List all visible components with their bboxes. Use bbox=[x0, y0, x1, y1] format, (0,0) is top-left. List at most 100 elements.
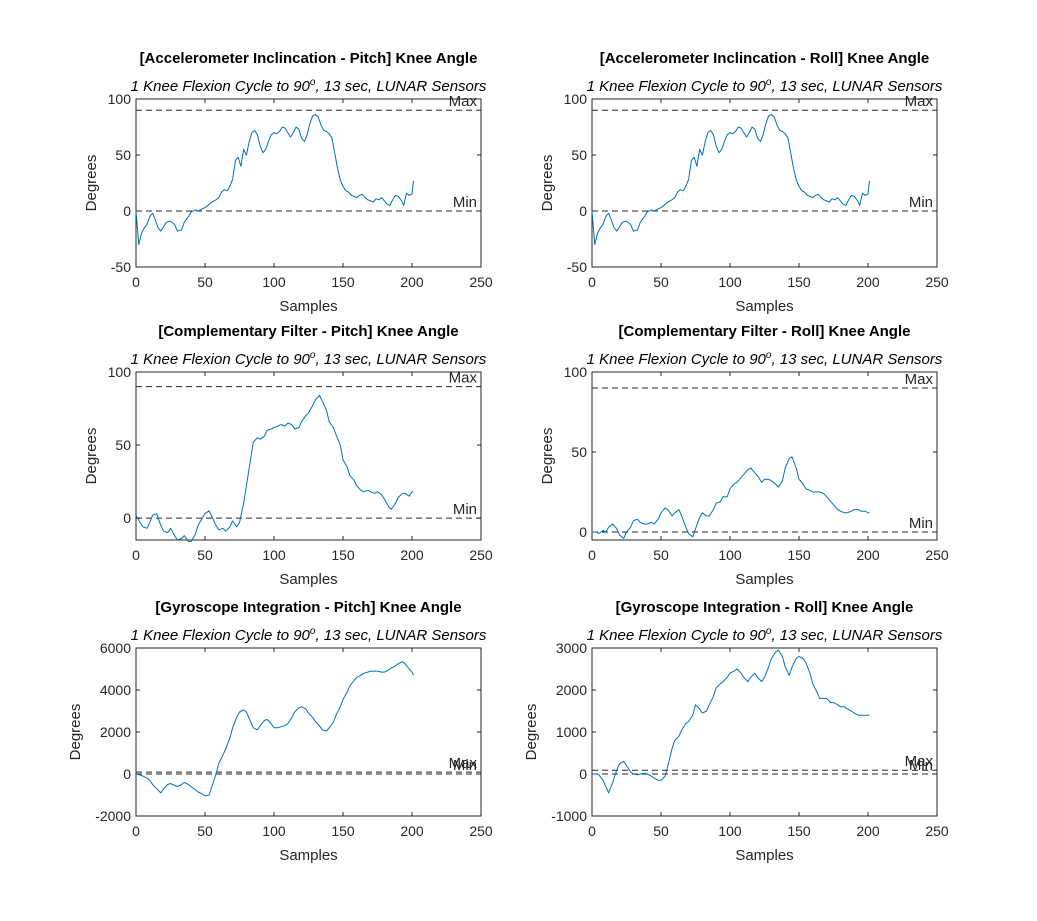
ref-line-label-min: Min bbox=[909, 515, 933, 532]
x-tick-label: 0 bbox=[588, 823, 596, 839]
chart-panel-6: [Gyroscope Integration - Roll] Knee Angl… bbox=[523, 599, 949, 864]
x-tick-label: 200 bbox=[856, 823, 880, 839]
chart-title: [Complementary Filter - Roll] Knee Angle bbox=[619, 323, 911, 340]
x-axis-label: Samples bbox=[735, 847, 793, 864]
x-tick-label: 100 bbox=[718, 823, 742, 839]
y-axis-label: Degrees bbox=[523, 704, 540, 761]
ref-line-label-max: Max bbox=[905, 753, 934, 770]
chart-title: [Gyroscope Integration - Pitch] Knee Ang… bbox=[155, 599, 461, 616]
data-series-line bbox=[592, 456, 870, 539]
axes-box bbox=[591, 371, 938, 541]
x-tick-label: 100 bbox=[262, 274, 286, 290]
x-tick-label: 100 bbox=[262, 823, 286, 839]
y-tick-label: 100 bbox=[108, 364, 132, 380]
y-tick-label: 50 bbox=[115, 147, 131, 163]
x-tick-label: 250 bbox=[469, 547, 493, 563]
axes-box bbox=[591, 647, 938, 817]
x-tick-label: 50 bbox=[197, 823, 213, 839]
x-tick-label: 0 bbox=[132, 823, 140, 839]
y-tick-label: 100 bbox=[564, 364, 588, 380]
x-tick-label: 150 bbox=[787, 274, 811, 290]
data-series-line bbox=[591, 114, 870, 246]
y-tick-label: 2000 bbox=[556, 682, 587, 698]
chart-panel-5: [Gyroscope Integration - Pitch] Knee Ang… bbox=[67, 599, 493, 864]
subtitle-tail: , 13 sec, LUNAR Sensors bbox=[771, 78, 942, 95]
subtitle-tail: , 13 sec, LUNAR Sensors bbox=[315, 627, 486, 644]
subtitle-superscript: o bbox=[310, 77, 316, 88]
x-axis-label: Samples bbox=[735, 571, 793, 588]
chart-title: [Complementary Filter - Pitch] Knee Angl… bbox=[158, 323, 458, 340]
chart-panel-3: [Complementary Filter - Pitch] Knee Angl… bbox=[83, 323, 493, 588]
chart-title: [Accelerometer Inclincation - Roll] Knee… bbox=[600, 50, 930, 67]
y-tick-label: 0 bbox=[123, 510, 131, 526]
ref-line-label-min: Min bbox=[909, 757, 933, 774]
subtitle-superscript: o bbox=[766, 626, 772, 637]
x-tick-label: 50 bbox=[197, 547, 213, 563]
subtitle-tail: , 13 sec, LUNAR Sensors bbox=[315, 78, 486, 95]
ref-line-label-min: Min bbox=[453, 501, 477, 518]
subtitle-superscript: o bbox=[766, 350, 772, 361]
y-tick-label: 4000 bbox=[100, 682, 131, 698]
x-tick-label: 0 bbox=[132, 547, 140, 563]
ref-line-label-min: Min bbox=[909, 194, 933, 211]
ref-line-label-min: Min bbox=[453, 757, 477, 774]
x-tick-label: 200 bbox=[856, 547, 880, 563]
data-series-line bbox=[592, 649, 870, 794]
y-tick-label: 100 bbox=[564, 91, 588, 107]
y-tick-label: 3000 bbox=[556, 640, 587, 656]
y-tick-label: 0 bbox=[123, 203, 131, 219]
axes-box bbox=[591, 98, 938, 268]
subtitle-base: 1 Knee Flexion Cycle to 90 bbox=[587, 351, 767, 368]
x-axis-label: Samples bbox=[279, 571, 337, 588]
subtitle-superscript: o bbox=[766, 77, 772, 88]
y-tick-label: 1000 bbox=[556, 724, 587, 740]
y-tick-label: 6000 bbox=[100, 640, 131, 656]
y-tick-label: -50 bbox=[111, 259, 131, 275]
data-series-line bbox=[135, 114, 414, 246]
x-tick-label: 100 bbox=[262, 547, 286, 563]
y-tick-label: 50 bbox=[571, 147, 587, 163]
x-tick-label: 200 bbox=[400, 547, 424, 563]
y-axis-label: Degrees bbox=[83, 155, 100, 212]
chart-subtitle: 1 Knee Flexion Cycle to 90o, 13 sec, LUN… bbox=[131, 350, 487, 368]
chart-subtitle: 1 Knee Flexion Cycle to 90o, 13 sec, LUN… bbox=[131, 77, 487, 95]
subtitle-tail: , 13 sec, LUNAR Sensors bbox=[771, 627, 942, 644]
ref-line-label-max: Max bbox=[905, 371, 934, 388]
axes-box bbox=[135, 98, 482, 268]
chart-subtitle: 1 Knee Flexion Cycle to 90o, 13 sec, LUN… bbox=[131, 626, 487, 644]
x-tick-label: 250 bbox=[925, 823, 949, 839]
y-tick-label: 2000 bbox=[100, 724, 131, 740]
x-axis-label: Samples bbox=[279, 298, 337, 315]
x-axis-label: Samples bbox=[735, 298, 793, 315]
x-tick-label: 50 bbox=[653, 547, 669, 563]
subtitle-base: 1 Knee Flexion Cycle to 90 bbox=[587, 78, 767, 95]
x-tick-label: 250 bbox=[469, 274, 493, 290]
y-tick-label: 0 bbox=[123, 766, 131, 782]
ref-line-label-max: Max bbox=[449, 755, 478, 772]
subtitle-tail: , 13 sec, LUNAR Sensors bbox=[315, 351, 486, 368]
y-tick-label: 100 bbox=[108, 91, 132, 107]
ref-line-label-max: Max bbox=[449, 93, 478, 110]
y-tick-label: -1000 bbox=[551, 808, 587, 824]
x-tick-label: 150 bbox=[331, 823, 355, 839]
x-tick-label: 50 bbox=[197, 274, 213, 290]
x-tick-label: 250 bbox=[469, 823, 493, 839]
ref-line-label-min: Min bbox=[453, 194, 477, 211]
y-tick-label: 50 bbox=[571, 444, 587, 460]
data-series-line bbox=[135, 661, 414, 797]
x-tick-label: 150 bbox=[331, 274, 355, 290]
y-tick-label: -50 bbox=[567, 259, 587, 275]
chart-panel-4: [Complementary Filter - Roll] Knee Angle… bbox=[539, 323, 949, 588]
x-tick-label: 0 bbox=[588, 274, 596, 290]
chart-panel-1: [Accelerometer Inclincation - Pitch] Kne… bbox=[83, 50, 493, 315]
x-tick-label: 100 bbox=[718, 547, 742, 563]
x-tick-label: 0 bbox=[588, 547, 596, 563]
axes-box bbox=[135, 371, 482, 541]
chart-panel-2: [Accelerometer Inclincation - Roll] Knee… bbox=[539, 50, 949, 315]
chart-subtitle: 1 Knee Flexion Cycle to 90o, 13 sec, LUN… bbox=[587, 77, 943, 95]
x-tick-label: 50 bbox=[653, 823, 669, 839]
x-tick-label: 150 bbox=[787, 823, 811, 839]
subtitle-superscript: o bbox=[310, 626, 316, 637]
